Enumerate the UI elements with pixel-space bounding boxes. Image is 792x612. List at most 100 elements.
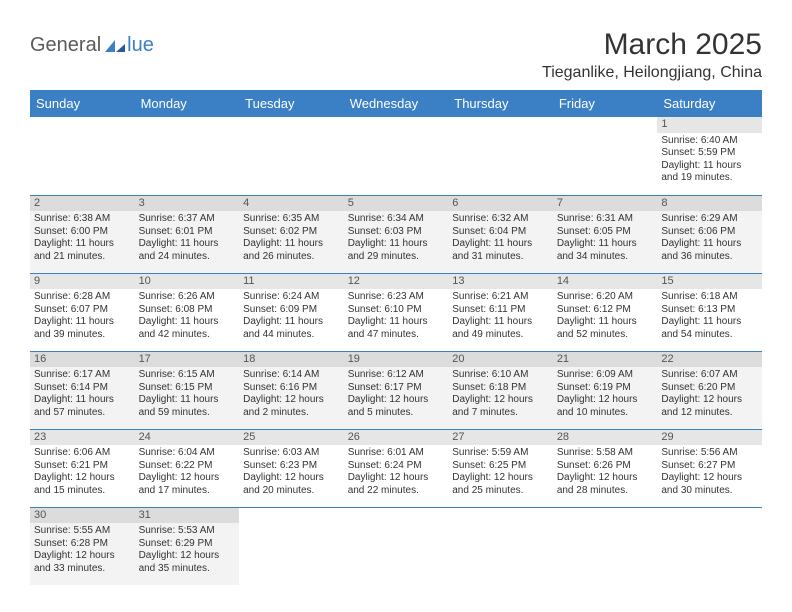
day-number: 23 — [30, 430, 135, 446]
daylight-text: Daylight: 11 hours and 39 minutes. — [34, 316, 131, 341]
sunrise-text: Sunrise: 6:18 AM — [661, 291, 758, 304]
sunset-text: Sunset: 6:25 PM — [452, 460, 549, 473]
day-number: 1 — [657, 117, 762, 133]
calendar-day: 8Sunrise: 6:29 AMSunset: 6:06 PMDaylight… — [657, 195, 762, 273]
calendar-week: 30Sunrise: 5:55 AMSunset: 6:28 PMDayligh… — [30, 507, 762, 585]
logo-text-blue: lue — [127, 34, 154, 57]
calendar-day — [657, 507, 762, 585]
sunrise-text: Sunrise: 5:53 AM — [139, 525, 236, 538]
sunrise-text: Sunrise: 6:21 AM — [452, 291, 549, 304]
sunset-text: Sunset: 6:19 PM — [557, 382, 654, 395]
daylight-text: Daylight: 11 hours and 52 minutes. — [557, 316, 654, 341]
sunset-text: Sunset: 6:20 PM — [661, 382, 758, 395]
daylight-text: Daylight: 12 hours and 22 minutes. — [348, 472, 445, 497]
daylight-text: Daylight: 12 hours and 35 minutes. — [139, 550, 236, 575]
logo-text-general: General — [30, 34, 101, 57]
day-header: Wednesday — [344, 90, 449, 117]
daylight-text: Daylight: 12 hours and 7 minutes. — [452, 394, 549, 419]
day-number: 31 — [135, 508, 240, 524]
sunrise-text: Sunrise: 6:01 AM — [348, 447, 445, 460]
sunrise-text: Sunrise: 6:40 AM — [661, 135, 758, 148]
sunset-text: Sunset: 6:02 PM — [243, 226, 340, 239]
day-number: 8 — [657, 196, 762, 212]
day-number: 21 — [553, 352, 658, 368]
day-number: 18 — [239, 352, 344, 368]
day-header: Saturday — [657, 90, 762, 117]
sunset-text: Sunset: 6:05 PM — [557, 226, 654, 239]
sunset-text: Sunset: 6:14 PM — [34, 382, 131, 395]
sunrise-text: Sunrise: 6:20 AM — [557, 291, 654, 304]
calendar-day: 9Sunrise: 6:28 AMSunset: 6:07 PMDaylight… — [30, 273, 135, 351]
daylight-text: Daylight: 11 hours and 49 minutes. — [452, 316, 549, 341]
calendar-day: 28Sunrise: 5:58 AMSunset: 6:26 PMDayligh… — [553, 429, 658, 507]
calendar-day — [344, 507, 449, 585]
sunrise-text: Sunrise: 6:37 AM — [139, 213, 236, 226]
day-number: 12 — [344, 274, 449, 290]
day-number: 7 — [553, 196, 658, 212]
calendar-week: 2Sunrise: 6:38 AMSunset: 6:00 PMDaylight… — [30, 195, 762, 273]
sunrise-text: Sunrise: 6:12 AM — [348, 369, 445, 382]
calendar-day: 26Sunrise: 6:01 AMSunset: 6:24 PMDayligh… — [344, 429, 449, 507]
calendar-day — [239, 507, 344, 585]
calendar-week: 9Sunrise: 6:28 AMSunset: 6:07 PMDaylight… — [30, 273, 762, 351]
daylight-text: Daylight: 11 hours and 44 minutes. — [243, 316, 340, 341]
calendar-day: 16Sunrise: 6:17 AMSunset: 6:14 PMDayligh… — [30, 351, 135, 429]
sunrise-text: Sunrise: 5:56 AM — [661, 447, 758, 460]
day-number: 14 — [553, 274, 658, 290]
calendar-day: 27Sunrise: 5:59 AMSunset: 6:25 PMDayligh… — [448, 429, 553, 507]
sunset-text: Sunset: 6:26 PM — [557, 460, 654, 473]
sunset-text: Sunset: 6:13 PM — [661, 304, 758, 317]
day-number: 17 — [135, 352, 240, 368]
calendar-day: 4Sunrise: 6:35 AMSunset: 6:02 PMDaylight… — [239, 195, 344, 273]
day-header: Sunday — [30, 90, 135, 117]
sunrise-text: Sunrise: 5:55 AM — [34, 525, 131, 538]
calendar-day: 31Sunrise: 5:53 AMSunset: 6:29 PMDayligh… — [135, 507, 240, 585]
daylight-text: Daylight: 11 hours and 29 minutes. — [348, 238, 445, 263]
day-number: 4 — [239, 196, 344, 212]
day-number: 13 — [448, 274, 553, 290]
calendar-day: 20Sunrise: 6:10 AMSunset: 6:18 PMDayligh… — [448, 351, 553, 429]
sunrise-text: Sunrise: 6:31 AM — [557, 213, 654, 226]
daylight-text: Daylight: 12 hours and 30 minutes. — [661, 472, 758, 497]
daylight-text: Daylight: 11 hours and 21 minutes. — [34, 238, 131, 263]
sunset-text: Sunset: 6:29 PM — [139, 538, 236, 551]
daylight-text: Daylight: 11 hours and 59 minutes. — [139, 394, 236, 419]
daylight-text: Daylight: 11 hours and 47 minutes. — [348, 316, 445, 341]
sunrise-text: Sunrise: 6:09 AM — [557, 369, 654, 382]
calendar-day: 19Sunrise: 6:12 AMSunset: 6:17 PMDayligh… — [344, 351, 449, 429]
day-number: 26 — [344, 430, 449, 446]
calendar-day: 12Sunrise: 6:23 AMSunset: 6:10 PMDayligh… — [344, 273, 449, 351]
day-header: Monday — [135, 90, 240, 117]
sunset-text: Sunset: 6:17 PM — [348, 382, 445, 395]
day-number: 5 — [344, 196, 449, 212]
calendar-day: 25Sunrise: 6:03 AMSunset: 6:23 PMDayligh… — [239, 429, 344, 507]
sunrise-text: Sunrise: 6:17 AM — [34, 369, 131, 382]
sunrise-text: Sunrise: 6:23 AM — [348, 291, 445, 304]
sunset-text: Sunset: 6:01 PM — [139, 226, 236, 239]
month-title: March 2025 — [542, 28, 762, 62]
sunset-text: Sunset: 6:24 PM — [348, 460, 445, 473]
daylight-text: Daylight: 11 hours and 57 minutes. — [34, 394, 131, 419]
daylight-text: Daylight: 12 hours and 33 minutes. — [34, 550, 131, 575]
sunrise-text: Sunrise: 6:10 AM — [452, 369, 549, 382]
calendar-day: 17Sunrise: 6:15 AMSunset: 6:15 PMDayligh… — [135, 351, 240, 429]
calendar-day — [553, 507, 658, 585]
calendar-day — [344, 117, 449, 195]
sunrise-text: Sunrise: 6:35 AM — [243, 213, 340, 226]
sunset-text: Sunset: 6:04 PM — [452, 226, 549, 239]
day-header: Friday — [553, 90, 658, 117]
day-number: 22 — [657, 352, 762, 368]
calendar-day: 10Sunrise: 6:26 AMSunset: 6:08 PMDayligh… — [135, 273, 240, 351]
sunset-text: Sunset: 6:12 PM — [557, 304, 654, 317]
calendar-day — [30, 117, 135, 195]
calendar-day — [239, 117, 344, 195]
daylight-text: Daylight: 12 hours and 5 minutes. — [348, 394, 445, 419]
title-block: March 2025 Tieganlike, Heilongjiang, Chi… — [542, 28, 762, 82]
calendar-day: 30Sunrise: 5:55 AMSunset: 6:28 PMDayligh… — [30, 507, 135, 585]
sunrise-text: Sunrise: 6:15 AM — [139, 369, 236, 382]
calendar-day — [448, 507, 553, 585]
calendar-day: 24Sunrise: 6:04 AMSunset: 6:22 PMDayligh… — [135, 429, 240, 507]
calendar-table: Sunday Monday Tuesday Wednesday Thursday… — [30, 90, 762, 585]
sunset-text: Sunset: 6:21 PM — [34, 460, 131, 473]
calendar-day: 2Sunrise: 6:38 AMSunset: 6:00 PMDaylight… — [30, 195, 135, 273]
